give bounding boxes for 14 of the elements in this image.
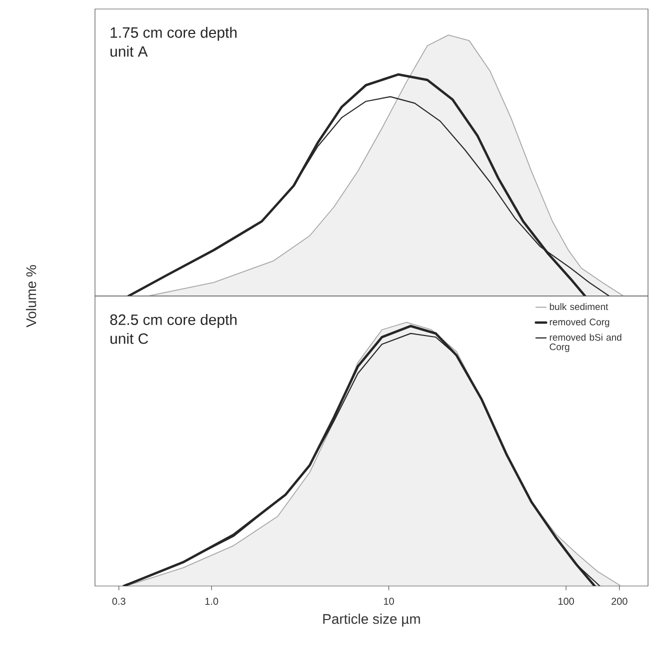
- legend-label: removed Corg: [550, 318, 610, 328]
- annotation: unit A: [110, 46, 148, 57]
- annotation: 82.5 cm core depth: [110, 314, 237, 328]
- annotation: unit C: [110, 332, 148, 344]
- x-tick-label: 200: [612, 598, 628, 605]
- legend-label: bulk sediment: [550, 303, 608, 310]
- x-tick-label: 100: [558, 598, 574, 605]
- x-axis-title: Particle size µm: [323, 614, 420, 627]
- annotation: 1.75 cm core depth: [110, 26, 237, 41]
- x-tick-label: 0.3: [112, 598, 126, 605]
- y-axis-title: Volume %: [26, 265, 36, 328]
- x-tick-label: 10: [384, 598, 394, 605]
- legend-label: removed bSi and Corg: [550, 334, 622, 352]
- x-tick-label: 1.0: [205, 598, 218, 605]
